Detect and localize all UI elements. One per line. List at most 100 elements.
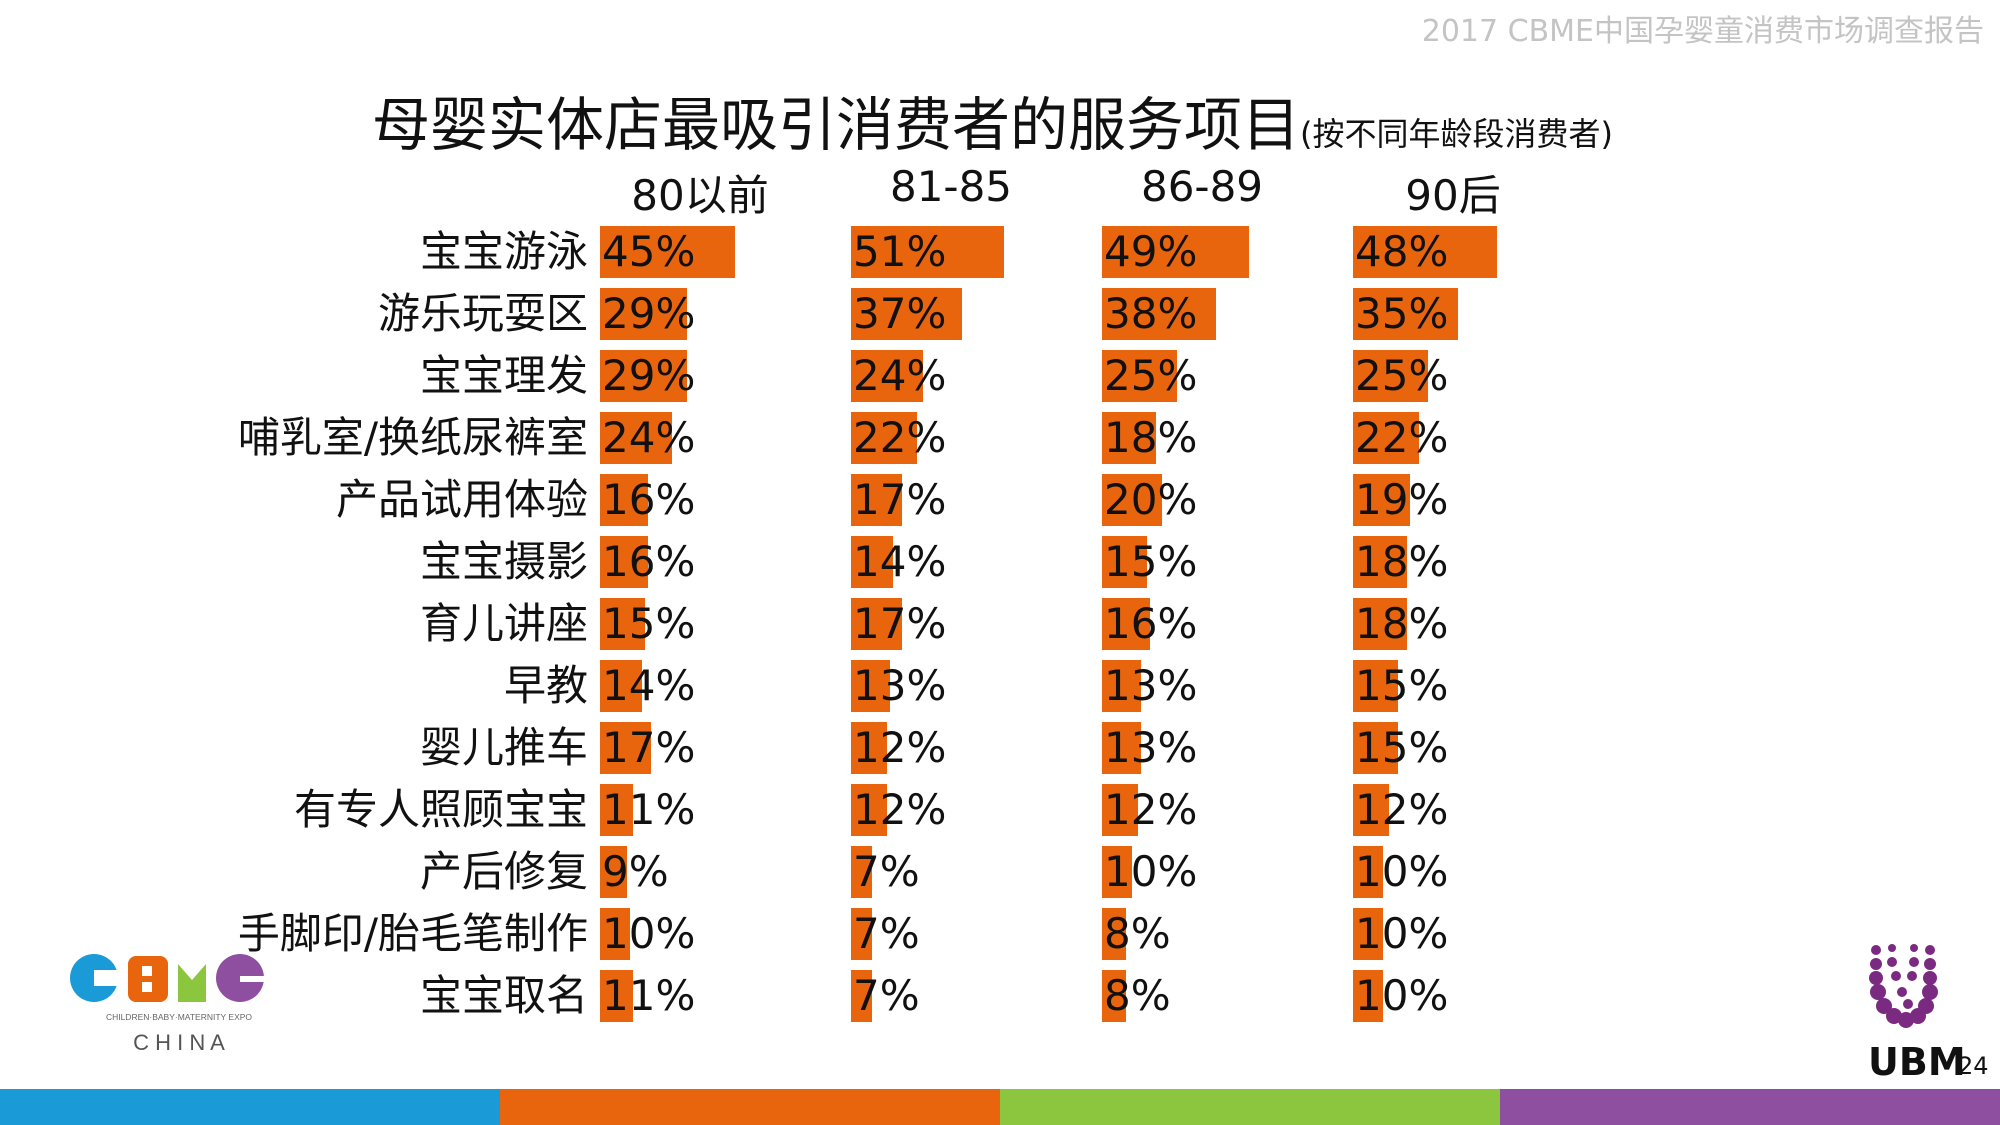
data-label: 18% [1104,413,1198,462]
bar [851,722,887,774]
cbme-logo: CHILDREN·BABY·MATERNITY EXPO C H I N A [70,954,264,1055]
data-label: 10% [1104,847,1198,896]
bar [851,288,962,340]
ubm-logo-dot [1922,984,1938,1000]
bar [851,226,1004,278]
bar [851,970,872,1022]
chart-title: 母婴实体店最吸引消费者的服务项目(按不同年龄段消费者) [372,78,1613,162]
chart-subtitle: (按不同年龄段消费者) [1300,115,1613,153]
bar [1353,288,1458,340]
data-label: 9% [602,847,669,896]
data-label: 10% [602,909,696,958]
bar [1353,908,1383,960]
category-label: 宝宝游泳 [419,227,588,276]
footer-stripe-green [1000,1089,1500,1125]
data-label: 13% [853,661,947,710]
data-label: 29% [602,351,696,400]
bar [1353,970,1383,1022]
data-label: 22% [853,413,947,462]
bar [600,660,642,712]
category-label: 宝宝摄影 [419,537,588,586]
footer-stripe-purple [1500,1089,2000,1125]
bar [851,536,893,588]
data-label: 12% [1355,785,1449,834]
data-label: 14% [602,661,696,710]
bar [600,474,648,526]
bar [851,474,902,526]
bar [1102,598,1150,650]
data-label: 29% [602,289,696,338]
cbme-tagline: CHILDREN·BABY·MATERNITY EXPO [106,1012,252,1022]
bar [600,846,627,898]
data-label: 16% [602,537,696,586]
category-label: 游乐玩耍区 [377,289,588,338]
data-label: 17% [853,599,947,648]
bar [1353,784,1389,836]
bar [1353,226,1497,278]
data-label: 17% [853,475,947,524]
data-label: 15% [1355,661,1449,710]
data-label: 7% [853,847,920,896]
bar [851,784,887,836]
bar [600,350,687,402]
bar [1353,660,1398,712]
bar [1353,412,1419,464]
ubm-logo-dot [1903,999,1913,1009]
ubm-logo-dot [1907,971,1917,981]
category-label: 宝宝理发 [419,351,588,400]
data-label: 8% [1104,971,1171,1020]
data-label: 15% [602,599,696,648]
data-label: 8% [1104,909,1171,958]
bar [851,908,872,960]
bar [851,846,872,898]
ubm-logo-dot [1870,984,1886,1000]
data-label: 48% [1355,227,1449,276]
data-label: 18% [1355,537,1449,586]
data-label: 11% [602,785,696,834]
data-label: 10% [1355,847,1449,896]
data-label: 38% [1104,289,1198,338]
ubm-logo-dot [1888,944,1896,952]
ubm-logo-dot [1869,971,1883,985]
data-label: 10% [1355,971,1449,1020]
data-label: 19% [1355,475,1449,524]
bar [851,350,923,402]
chart-title-main: 母婴实体店最吸引消费者的服务项目 [372,91,1301,159]
data-label: 13% [1104,723,1198,772]
bar [851,660,890,712]
data-label: 20% [1104,475,1198,524]
category-label: 产品试用体验 [335,475,588,524]
bar [600,970,633,1022]
ubm-logo-dot [1910,944,1918,952]
bar [600,288,687,340]
bar [1102,660,1141,712]
bar [1353,474,1410,526]
page-number: 24 [1958,1052,1989,1080]
category-label: 有专人照顾宝宝 [293,785,588,834]
data-label: 10% [1355,909,1449,958]
data-label: 7% [853,909,920,958]
bar [600,784,633,836]
data-label: 24% [602,413,696,462]
cbme-country: C H I N A [133,1030,225,1055]
data-label: 17% [602,723,696,772]
category-label: 手脚印/胎毛笔制作 [237,909,588,958]
category-label: 哺乳室/换纸尿裤室 [237,413,588,462]
ubm-logo-dot [1923,971,1937,985]
data-label: 25% [1104,351,1198,400]
category-label: 早教 [503,661,588,710]
ubm-logo-dot [1870,958,1882,970]
footer-stripe-orange [500,1089,1000,1125]
bar [1102,412,1156,464]
category-label: 宝宝取名 [419,971,588,1020]
bar [1353,846,1383,898]
bar [1353,722,1398,774]
ubm-logo-dot [1924,958,1936,970]
ubm-logo-icon [1869,944,1938,1028]
bar [1353,598,1407,650]
ubm-logo-dot [1871,945,1881,955]
bar [1102,350,1177,402]
bar [1102,846,1132,898]
data-label: 11% [602,971,696,1020]
col-header-81-85: 81-85 [889,162,1013,211]
